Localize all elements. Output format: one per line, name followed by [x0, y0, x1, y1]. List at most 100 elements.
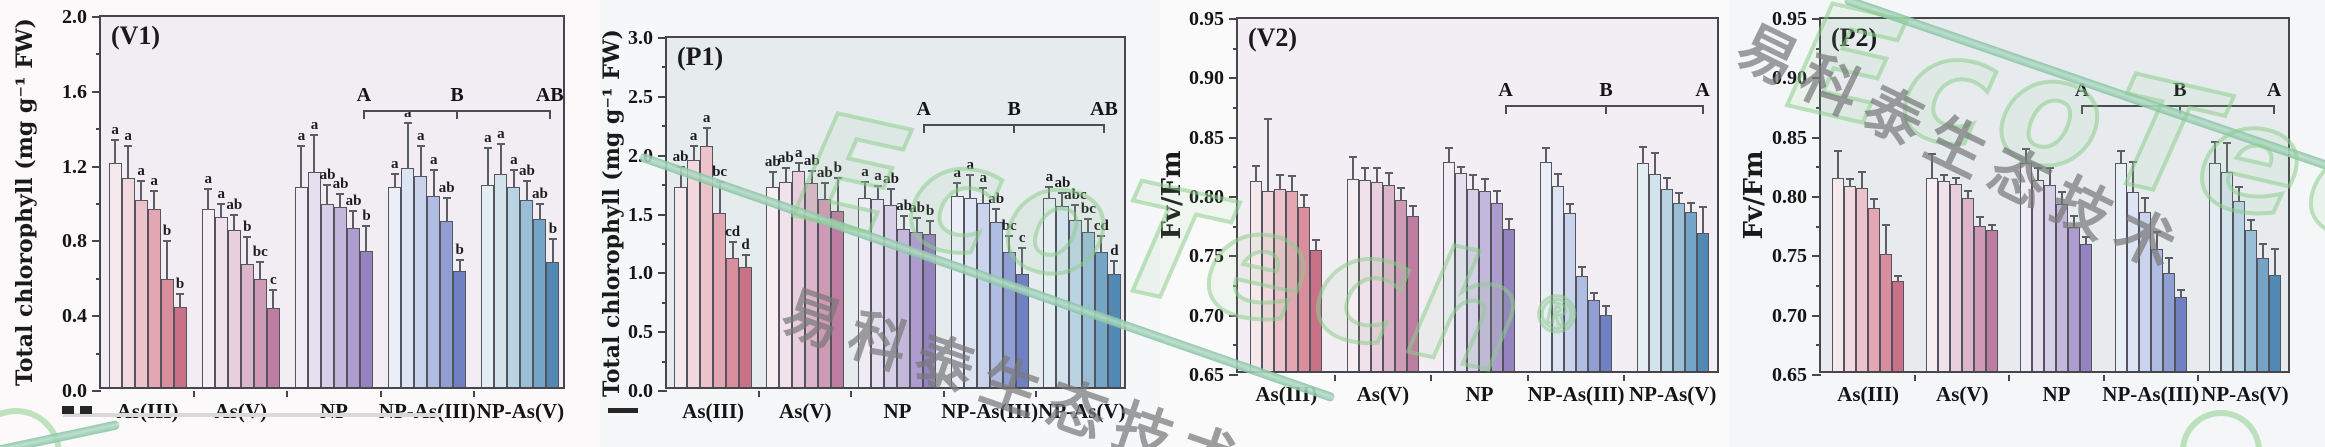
- error-bar-cap: [1566, 202, 1575, 205]
- error-bar: [2085, 237, 2088, 246]
- sig-letter: a: [217, 185, 226, 202]
- bar: d: [1107, 244, 1121, 387]
- bar: [1648, 151, 1661, 371]
- bar: [1346, 156, 1359, 371]
- error-bar-cap: [390, 172, 399, 175]
- y-minor-tick: [662, 125, 667, 128]
- sig-letter: b: [925, 203, 935, 220]
- error-bar-cap: [689, 144, 698, 147]
- error-bar: [406, 124, 409, 170]
- bar: [1892, 275, 1905, 371]
- error-bar-cap: [336, 193, 345, 196]
- error-bar: [1979, 217, 1982, 228]
- error-bar-cap: [1554, 173, 1563, 176]
- bar: [1844, 177, 1857, 371]
- sig-letter: a: [124, 127, 132, 144]
- error-bar: [771, 172, 774, 188]
- error-bar-cap: [2164, 257, 2173, 260]
- sig-letter: a: [861, 164, 869, 181]
- error-bar: [823, 184, 826, 200]
- panel-p2: (P2) 0.65 0.70 0.75 0.80 0.85 0.90 0.95 As(III) A…: [1730, 0, 2325, 447]
- sig-letter: a: [297, 127, 306, 144]
- x-category-label: NP-As(III): [941, 399, 1039, 423]
- error-bar: [902, 217, 905, 231]
- y-minor-tick: [1233, 166, 1238, 169]
- error-bar: [731, 243, 734, 259]
- bar: a: [687, 128, 701, 387]
- panel-label: (V1): [111, 21, 161, 50]
- bar-group-np: a a ab ab ab b: [851, 38, 943, 387]
- x-minor-tick: [942, 391, 945, 397]
- bar: [2220, 142, 2233, 371]
- error-bar-cap: [1662, 176, 1671, 179]
- error-bar: [2249, 221, 2252, 231]
- error-bar-cap: [509, 169, 518, 172]
- bar: ab: [519, 164, 535, 387]
- y-minor-tick: [1233, 47, 1238, 50]
- error-bar: [2155, 233, 2158, 250]
- bar: [1880, 224, 1893, 371]
- error-bar-cap: [455, 258, 464, 261]
- y-minor-tick: [1233, 285, 1238, 287]
- bar: a: [1042, 169, 1056, 387]
- bar: ab: [346, 194, 361, 387]
- y-tick-label: 1.2: [62, 155, 87, 178]
- sig-letter: bc: [252, 243, 268, 260]
- bracket-label: A: [2266, 79, 2282, 101]
- error-bar-cap: [2046, 167, 2055, 170]
- error-bar-cap: [2270, 247, 2279, 250]
- sig-letter: ab: [345, 193, 362, 210]
- bracket-label: B: [2173, 79, 2187, 101]
- y-tick-label: 3.0: [628, 27, 653, 49]
- bar: a: [294, 128, 308, 387]
- bar: bc: [1002, 219, 1017, 387]
- error-bar-cap: [2152, 231, 2161, 234]
- error-bar: [2237, 188, 2240, 203]
- error-bar-cap: [496, 142, 505, 145]
- error-bar: [207, 189, 210, 211]
- y-tick-label: 0.90: [1772, 67, 1807, 90]
- sig-letter: a: [484, 129, 492, 146]
- error-bar: [365, 227, 368, 252]
- error-bar: [1087, 219, 1090, 233]
- error-bar-cap: [1882, 224, 1891, 227]
- error-bar-cap: [1964, 189, 1973, 192]
- y-minor-tick: [1233, 107, 1238, 109]
- sig-letter: a: [795, 145, 803, 162]
- error-bar: [1991, 226, 1994, 231]
- error-bar: [1569, 204, 1572, 215]
- error-bar: [2073, 216, 2076, 229]
- bar: [1962, 189, 1975, 371]
- y-major-tick: [1229, 196, 1238, 198]
- bar: [1856, 170, 1869, 371]
- x-minor-tick: [1034, 391, 1037, 397]
- error-bar-cap: [1894, 275, 1903, 278]
- bar: [1455, 165, 1468, 371]
- error-bar: [1508, 220, 1511, 230]
- error-bar: [2131, 163, 2134, 193]
- error-bar-cap: [1578, 265, 1587, 268]
- error-bar: [525, 182, 528, 201]
- bar: [1576, 265, 1589, 371]
- error-bar-cap: [2128, 161, 2137, 164]
- bar: [1443, 146, 1456, 371]
- plot-area: (V2) 0.65 0.70 0.75 0.80 0.85 0.90 0.95 As(III) A…: [1189, 9, 1719, 406]
- sig-letter: ab: [816, 165, 833, 182]
- y-minor-tick: [96, 352, 101, 355]
- error-bar: [784, 169, 787, 184]
- error-bar: [956, 184, 959, 198]
- error-bar: [1315, 241, 1318, 251]
- error-bar-cap: [2176, 289, 2185, 292]
- sig-letter: a: [497, 125, 505, 142]
- error-bar: [692, 146, 695, 161]
- plot-area: (P2) 0.65 0.70 0.75 0.80 0.85 0.90 0.95 As(III) A…: [1772, 9, 2290, 406]
- error-bar-cap: [1300, 194, 1309, 197]
- bar: a: [494, 126, 508, 387]
- x-minor-tick: [1914, 375, 1917, 381]
- error-bar-cap: [217, 202, 226, 205]
- y-tick-label: 0.75: [1189, 245, 1224, 268]
- y-tick-label: 0.70: [1189, 304, 1224, 327]
- cropped-row-band: [63, 413, 441, 417]
- error-bar-cap: [548, 238, 557, 241]
- error-bar-cap: [1976, 215, 1985, 218]
